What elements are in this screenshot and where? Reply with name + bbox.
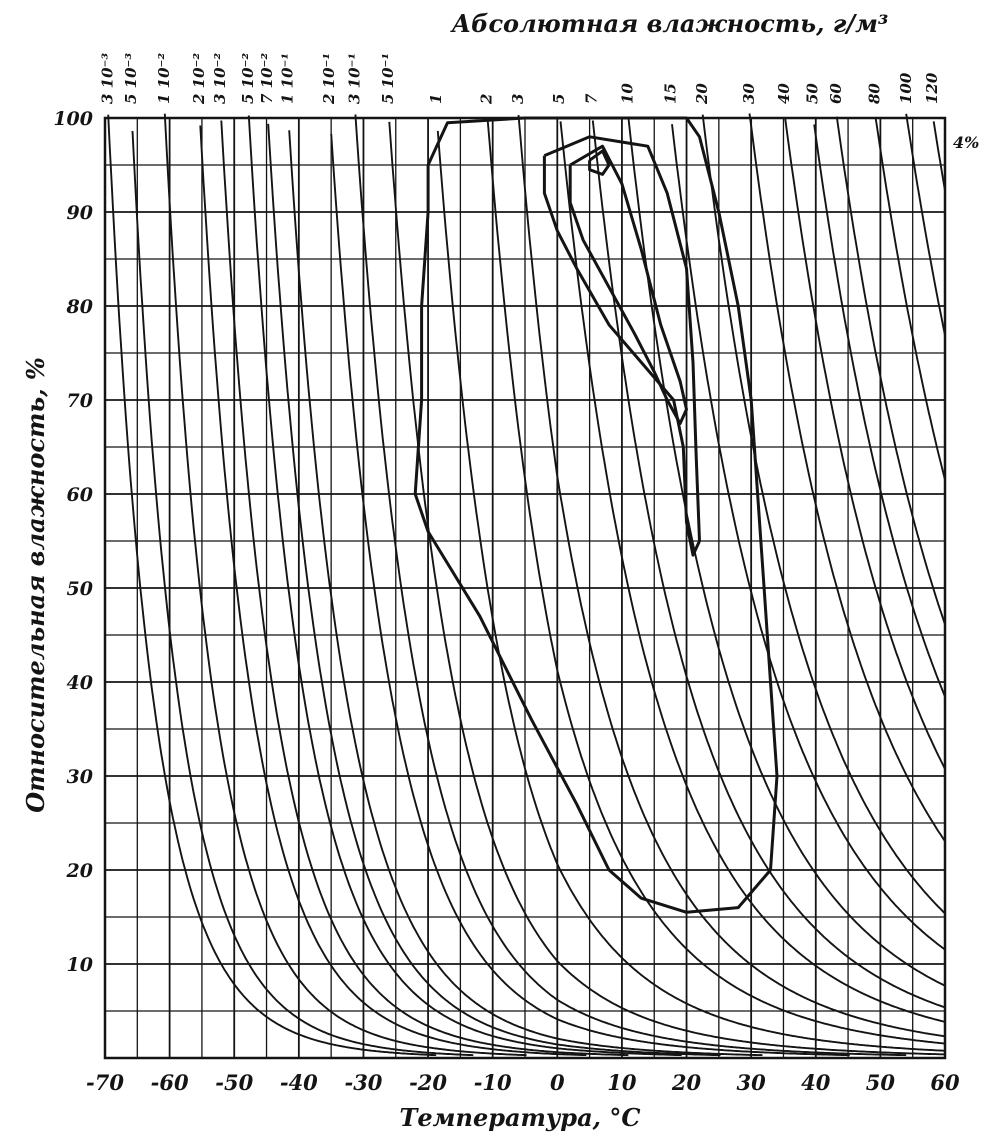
y-tick-label: 30 xyxy=(67,766,93,788)
top-tick-label: 10 xyxy=(618,83,636,104)
top-tick-label: 20 xyxy=(693,83,711,105)
y-tick-label: 20 xyxy=(66,860,93,882)
top-tick-label: 3 10⁻³ xyxy=(98,53,116,104)
y-tick-label: 70 xyxy=(67,390,93,412)
isopleth-line xyxy=(354,114,907,1057)
corner-annotation: 4% xyxy=(953,133,979,152)
y-tick-label: 10 xyxy=(67,954,93,976)
top-tick-label: 3 10⁻¹ xyxy=(346,53,364,104)
isopleth-line xyxy=(163,113,527,1057)
isopleth-line xyxy=(330,133,850,1057)
top-tick-label: 15 xyxy=(661,83,679,104)
top-tick-label: 1 10⁻¹ xyxy=(278,53,296,104)
x-tick-label: -40 xyxy=(280,1070,318,1095)
contour-lines xyxy=(413,116,779,914)
grid xyxy=(104,117,946,1059)
top-tick-label: 120 xyxy=(923,72,941,104)
top-tick-label: 5 10⁻² xyxy=(239,53,257,104)
isopleth-line xyxy=(199,125,587,1057)
isopleth-line xyxy=(131,130,474,1057)
top-tick-label: 2 10⁻¹ xyxy=(320,53,338,105)
x-tick-label: 40 xyxy=(801,1070,831,1095)
isopleth-line xyxy=(220,120,629,1057)
top-tick-label: 80 xyxy=(866,83,884,104)
top-tick-label: 50 xyxy=(803,83,821,104)
x-axis-title: Температура, °С xyxy=(400,1103,641,1132)
isopleth-line xyxy=(701,114,946,915)
isopleth-line xyxy=(559,121,946,1023)
x-tick-label: -70 xyxy=(86,1070,124,1095)
x-tick-label: -50 xyxy=(215,1070,253,1095)
y-tick-labels: 10 20 30 40 50 60 70 80 90 100 xyxy=(53,108,93,976)
plot-frame xyxy=(103,116,947,1060)
x-tick-labels: -70 -60 -50 -40 -30 -20 -10 0 10 20 30 40 50 60 xyxy=(86,1070,960,1095)
y-tick-label: 90 xyxy=(67,202,93,224)
isopleth-line xyxy=(874,116,946,481)
top-tick-label: 5 10⁻³ xyxy=(122,53,140,104)
top-tick-labels: 3 10⁻³ 5 10⁻³ 1 10⁻² 2 10⁻² 3 10⁻² 5 10⁻² 7 10… xyxy=(98,53,941,105)
isopleth-line xyxy=(932,121,946,191)
x-tick-label: 60 xyxy=(930,1070,960,1095)
y-tick-label: 40 xyxy=(67,672,93,694)
isopleth-line xyxy=(748,113,946,842)
isopleth-line xyxy=(813,124,946,697)
top-tick-label: 30 xyxy=(740,83,758,104)
top-tick-label: 60 xyxy=(827,83,845,104)
isopleth-line xyxy=(905,113,946,336)
y-axis-title: Относительная влажность, % xyxy=(21,357,50,813)
x-tick-label: 20 xyxy=(671,1070,702,1095)
top-tick-label: 7 xyxy=(583,93,601,104)
y-tick-label: 100 xyxy=(53,108,93,130)
top-tick-label: 3 10⁻² xyxy=(211,53,229,104)
contour-line xyxy=(568,144,688,425)
top-tick-label: 1 10⁻² xyxy=(155,53,173,104)
top-tick-label: 1 xyxy=(427,94,445,104)
isopleth-line xyxy=(107,114,437,1057)
y-tick-label: 80 xyxy=(66,296,93,318)
top-tick-label: 7 10⁻² xyxy=(258,53,276,104)
x-tick-label: 0 xyxy=(550,1070,565,1095)
contour-line xyxy=(413,116,779,914)
top-tick-label: 2 10⁻² xyxy=(190,53,208,105)
isopleth-line xyxy=(267,123,721,1057)
isopleth-line xyxy=(436,130,946,1052)
x-tick-label: 50 xyxy=(866,1070,896,1095)
isopleth-line xyxy=(247,115,682,1057)
isopleth-line xyxy=(388,121,946,1056)
x-tick-label: 30 xyxy=(737,1070,767,1095)
x-tick-label: -30 xyxy=(344,1070,382,1095)
chart-title: Абсолютная влажность, г/м³ xyxy=(450,9,889,38)
x-tick-label: -20 xyxy=(409,1070,447,1095)
contour-line xyxy=(588,149,611,176)
isopleth-line xyxy=(671,124,946,951)
x-tick-label: -60 xyxy=(151,1070,189,1095)
x-tick-label: 10 xyxy=(607,1070,637,1095)
contour-line xyxy=(542,135,701,557)
top-tick-label: 5 xyxy=(550,94,568,104)
isopleth-line xyxy=(517,115,946,1038)
top-tick-label: 2 xyxy=(478,94,496,105)
y-tick-label: 50 xyxy=(67,578,93,600)
isopleth-line xyxy=(486,121,946,1045)
top-tick-label: 5 10⁻¹ xyxy=(379,53,397,104)
isopleth-line xyxy=(627,117,946,987)
y-tick-label: 60 xyxy=(67,484,93,506)
isopleth-lines xyxy=(107,113,946,1057)
top-tick-label: 3 xyxy=(509,94,527,104)
isopleth-line xyxy=(288,130,763,1057)
isopleth-line xyxy=(784,117,946,770)
top-tick-label: 100 xyxy=(897,72,915,104)
x-tick-label: -10 xyxy=(474,1070,512,1095)
top-tick-label: 40 xyxy=(775,83,793,104)
isopleth-line xyxy=(835,116,946,625)
